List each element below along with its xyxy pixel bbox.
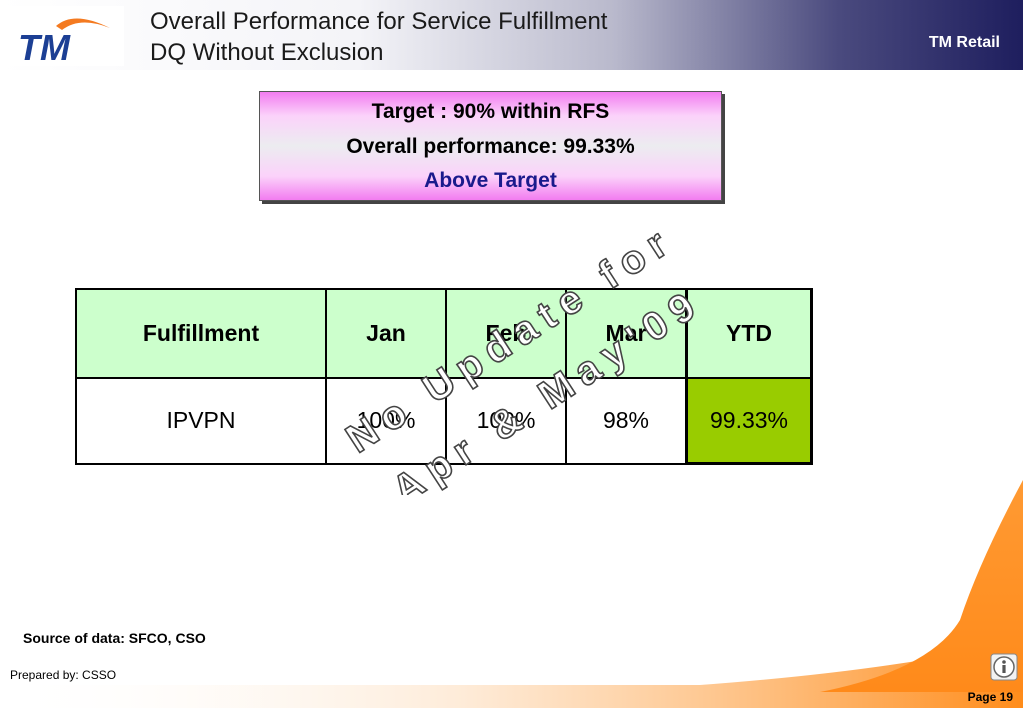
tm-logo: TM xyxy=(6,6,124,66)
cell-feb: 100% xyxy=(445,377,567,465)
status-text: Above Target xyxy=(424,169,557,192)
cell-ytd: 99.33% xyxy=(685,377,813,465)
table-header-row: Fulfillment Jan Feb Mar YTD xyxy=(75,288,813,379)
overall-performance-text: Overall performance: 99.33% xyxy=(346,134,635,158)
logo-text: TM xyxy=(18,27,71,66)
title-line-1: Overall Performance for Service Fulfillm… xyxy=(150,8,608,35)
cell-service: IPVPN xyxy=(75,377,327,465)
header-bar: TM Overall Performance for Service Fulfi… xyxy=(0,0,1023,70)
prepared-by: Prepared by: CSSO xyxy=(10,668,117,682)
header-ytd: YTD xyxy=(685,288,813,379)
info-icon xyxy=(990,653,1018,681)
target-summary-box: Target : 90% within RFS Overall performa… xyxy=(259,91,722,201)
logo-swoosh-icon xyxy=(56,18,110,30)
page-title: Overall Performance for Service Fulfillm… xyxy=(150,6,607,68)
cell-mar: 98% xyxy=(565,377,688,465)
cell-jan: 100% xyxy=(325,377,447,465)
header-feb: Feb xyxy=(445,288,567,379)
page-number: Page 19 xyxy=(967,690,1013,704)
header-mar: Mar xyxy=(565,288,688,379)
header-jan: Jan xyxy=(325,288,447,379)
performance-table: Fulfillment Jan Feb Mar YTD IPVPN 100% 1… xyxy=(75,288,813,465)
source-note: Source of data: SFCO, CSO xyxy=(23,630,206,646)
brand-label: TM Retail xyxy=(928,34,1000,51)
table-row: IPVPN 100% 100% 98% 99.33% xyxy=(75,377,813,465)
info-button[interactable] xyxy=(990,653,1018,681)
target-text: Target : 90% within RFS xyxy=(371,100,610,123)
title-line-2: DQ Without Exclusion xyxy=(150,39,384,66)
footer-wave xyxy=(0,480,1023,708)
header-fulfillment: Fulfillment xyxy=(75,288,327,379)
